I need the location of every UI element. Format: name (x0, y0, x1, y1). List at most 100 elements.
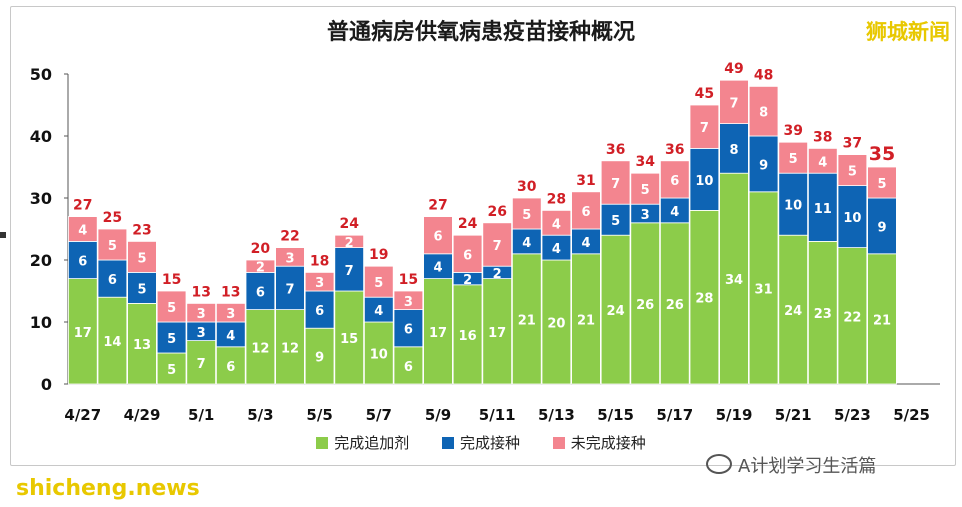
segment-data-label: 5 (611, 214, 620, 229)
bar-segment (275, 309, 305, 385)
segment-data-label: 6 (315, 304, 324, 319)
segment-data-label: 8 (729, 143, 738, 158)
bar-segment (541, 209, 572, 236)
bar-segment (186, 302, 217, 323)
segment-data-label: 17 (488, 326, 506, 341)
segment-data-label: 4 (552, 217, 561, 232)
footer-watermark: shicheng.news (16, 476, 200, 501)
total-data-label: 23 (132, 222, 151, 238)
segment-data-label: 8 (759, 106, 768, 121)
bar-segment (778, 141, 808, 174)
bar-segment (127, 302, 157, 385)
total-data-label: 22 (280, 229, 299, 245)
bar-segment (215, 346, 246, 385)
bar-segment (97, 259, 128, 298)
total-data-label: 28 (547, 191, 566, 207)
total-data-label: 25 (103, 210, 122, 226)
bar-segment (97, 296, 128, 385)
segment-data-label: 4 (522, 236, 531, 251)
segment-data-label: 4 (374, 304, 383, 319)
segment-data-label: 5 (167, 363, 176, 378)
bar-segment (482, 278, 512, 385)
bar-segment (719, 172, 749, 385)
x-tick-label: 5/25 (893, 406, 930, 424)
total-data-label: 18 (310, 253, 329, 269)
segment-data-label: 21 (577, 313, 595, 328)
segment-data-label: 31 (755, 282, 773, 297)
total-data-label: 48 (754, 67, 773, 83)
bar-segment (748, 135, 779, 193)
bar-segment (363, 321, 394, 385)
bar-segment (808, 147, 838, 174)
bar-segment (837, 185, 868, 249)
total-data-label: 38 (813, 129, 832, 145)
segment-data-label: 5 (167, 332, 176, 347)
x-tick-label: 4/27 (64, 406, 101, 424)
bar-segment (600, 234, 631, 385)
bar-segment (334, 234, 364, 248)
bar-segment (393, 346, 424, 385)
wechat-account: A计划学习生活篇 (706, 452, 876, 478)
segment-data-label: 5 (877, 177, 886, 192)
bar-segment (630, 172, 660, 205)
segment-data-label: 4 (226, 329, 235, 344)
bar-segment (156, 352, 187, 385)
segment-data-label: 6 (78, 255, 87, 270)
bar-segment (215, 321, 246, 348)
segment-data-label: 7 (493, 239, 502, 254)
legend-swatch-incomplete (552, 437, 565, 449)
segment-data-label: 17 (74, 326, 92, 341)
bar-segment (363, 265, 394, 298)
x-tick-label: 5/19 (716, 406, 753, 424)
total-data-label: 45 (695, 86, 714, 102)
segment-data-label: 6 (108, 273, 117, 288)
bar-segment (600, 160, 631, 205)
bar-segment (393, 309, 424, 348)
segment-data-label: 7 (700, 121, 709, 136)
bar-segment (275, 265, 305, 311)
total-data-label: 31 (576, 173, 595, 189)
segment-data-label: 10 (784, 199, 802, 214)
segment-data-label: 5 (641, 183, 650, 198)
bar-segment (571, 228, 601, 255)
brand-watermark: 狮城新闻 (866, 20, 950, 44)
segment-data-label: 5 (167, 301, 176, 316)
segment-data-label: 5 (137, 282, 146, 297)
bar-segment (837, 154, 868, 187)
x-tick-label: 5/7 (366, 406, 392, 424)
segment-data-label: 5 (108, 239, 117, 254)
bar-segment (68, 216, 98, 242)
bar-segment (304, 327, 335, 385)
segment-data-label: 7 (729, 96, 738, 111)
segment-data-label: 7 (285, 282, 294, 297)
legend-swatch-completed (441, 437, 454, 449)
segment-data-label: 4 (670, 205, 679, 220)
segment-data-label: 4 (433, 261, 442, 276)
segment-data-label: 2 (256, 261, 265, 276)
segment-data-label: 4 (78, 224, 87, 239)
bar-segment (304, 271, 335, 292)
resize-handle (0, 232, 6, 238)
segment-data-label: 6 (463, 248, 472, 263)
segment-data-label: 28 (695, 292, 713, 307)
y-tick-label: 0 (41, 375, 52, 394)
total-data-label: 36 (606, 142, 625, 158)
segment-data-label: 6 (404, 323, 413, 338)
x-tick-label: 5/1 (188, 406, 214, 424)
bar-segment (571, 253, 601, 385)
total-data-label: 24 (339, 216, 359, 232)
segment-data-label: 9 (759, 158, 768, 173)
segment-data-label: 15 (340, 332, 358, 347)
x-tick-label: 5/17 (656, 406, 693, 424)
legend-swatch-booster (316, 437, 329, 449)
bar-segment (245, 259, 276, 273)
segment-data-label: 20 (547, 317, 565, 332)
total-data-label: 24 (458, 216, 478, 232)
total-data-label: 37 (843, 136, 862, 152)
segment-data-label: 3 (226, 307, 235, 322)
segment-data-label: 5 (848, 165, 857, 180)
bar-segment (867, 253, 897, 385)
bar-segment (393, 290, 424, 311)
segment-data-label: 10 (695, 174, 713, 189)
